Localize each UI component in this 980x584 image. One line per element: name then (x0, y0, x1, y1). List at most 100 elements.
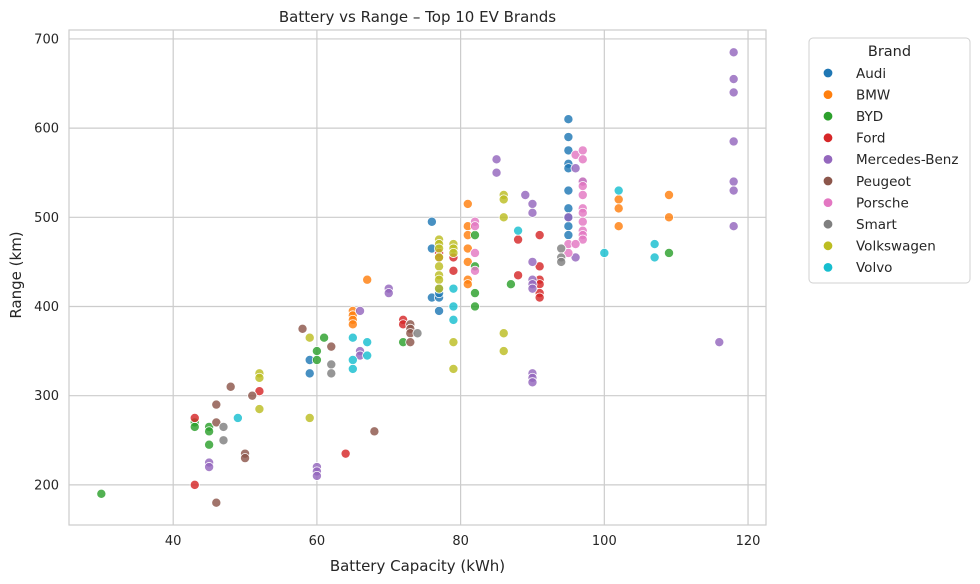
data-point (204, 439, 215, 450)
series-volkswagen (254, 189, 509, 423)
data-point (204, 426, 215, 437)
legend-label: Volvo (856, 260, 892, 276)
legend-marker (822, 67, 834, 79)
legend-marker (822, 154, 834, 165)
data-point (247, 390, 258, 401)
y-tick-label: 300 (34, 389, 59, 404)
data-point (469, 288, 480, 299)
data-point (527, 207, 538, 218)
y-tick-label: 200 (34, 478, 59, 493)
data-point (304, 332, 315, 343)
data-point (96, 488, 107, 499)
data-point (469, 247, 480, 258)
y-tick-label: 700 (34, 32, 59, 47)
data-point (204, 462, 215, 473)
data-point (347, 354, 358, 365)
data-point (563, 114, 574, 125)
chart-title: Battery vs Range – Top 10 EV Brands (279, 8, 556, 26)
series-bmw (347, 189, 674, 330)
data-point (347, 332, 358, 343)
legend-label: BMW (856, 87, 890, 103)
data-point (240, 453, 251, 464)
data-point (570, 239, 581, 250)
data-point (577, 234, 588, 245)
grid-lines (69, 30, 766, 525)
series-peugeot (211, 319, 416, 508)
data-point (491, 154, 502, 165)
legend-label: Mercedes-Benz (856, 152, 958, 168)
data-point (527, 283, 538, 294)
data-point (563, 230, 574, 241)
data-point (513, 234, 524, 245)
series-porsche (469, 145, 588, 276)
legend-item: Peugeot (822, 174, 911, 190)
data-point (311, 470, 322, 481)
data-point (448, 283, 459, 294)
series-volvo (232, 185, 660, 423)
legend-label: Porsche (856, 195, 909, 211)
data-point (534, 230, 545, 241)
legend-label: BYD (856, 109, 883, 125)
legend-item: BYD (822, 109, 883, 125)
y-tick-label: 400 (34, 300, 59, 315)
data-point (412, 328, 423, 339)
legend-label: Smart (856, 217, 897, 233)
data-point (189, 412, 200, 423)
x-tick-label: 40 (165, 534, 182, 549)
data-point (448, 314, 459, 325)
legend-marker (822, 218, 834, 230)
data-point (714, 337, 725, 348)
data-point (469, 301, 480, 312)
legend-item: BMW (822, 87, 890, 103)
x-axis-title: Battery Capacity (kWh) (330, 557, 505, 575)
data-point (728, 185, 739, 196)
data-point (728, 176, 739, 187)
data-point (498, 328, 509, 339)
legend-box (808, 37, 971, 284)
data-point (311, 346, 322, 357)
x-tick-label: 60 (309, 534, 326, 549)
data-point (469, 221, 480, 232)
legend-item: Volkswagen (822, 239, 936, 255)
data-point (513, 270, 524, 281)
data-point (362, 337, 373, 348)
legend-label: Ford (856, 131, 885, 147)
data-point (498, 212, 509, 223)
data-point (326, 341, 337, 352)
data-point (563, 185, 574, 196)
data-point (505, 279, 516, 290)
data-point (663, 189, 674, 200)
legend-marker (822, 110, 834, 122)
data-point (613, 203, 624, 214)
data-point (311, 354, 322, 365)
legend-marker (822, 262, 834, 273)
y-axis-ticks: 200 300 400 500 600 700 (34, 32, 59, 493)
legend-marker (822, 89, 834, 100)
data-point (728, 47, 739, 58)
data-point (563, 145, 574, 156)
legend-marker (822, 240, 834, 252)
legend-item: Audi (822, 66, 886, 82)
data-point (434, 305, 445, 316)
data-point (563, 132, 574, 143)
legend-label: Volkswagen (856, 239, 936, 255)
series-byd (96, 230, 674, 499)
series-mercedes-benz (204, 47, 739, 481)
data-point (434, 252, 445, 263)
data-point (405, 337, 416, 348)
data-point (462, 279, 473, 290)
legend-label: Peugeot (856, 174, 911, 190)
data-point (462, 243, 473, 254)
data-point (527, 377, 538, 388)
data-point (577, 181, 588, 192)
legend-marker (822, 175, 834, 187)
data-point (319, 332, 330, 343)
data-point (211, 399, 222, 410)
data-point (448, 363, 459, 374)
data-point (434, 274, 445, 285)
plot-area-frame (68, 29, 767, 526)
legend-items: Audi BMW BYD Ford Mercedes-Benz Peugeot Porsch… (822, 66, 958, 276)
data-point (469, 265, 480, 276)
data-point (527, 198, 538, 209)
